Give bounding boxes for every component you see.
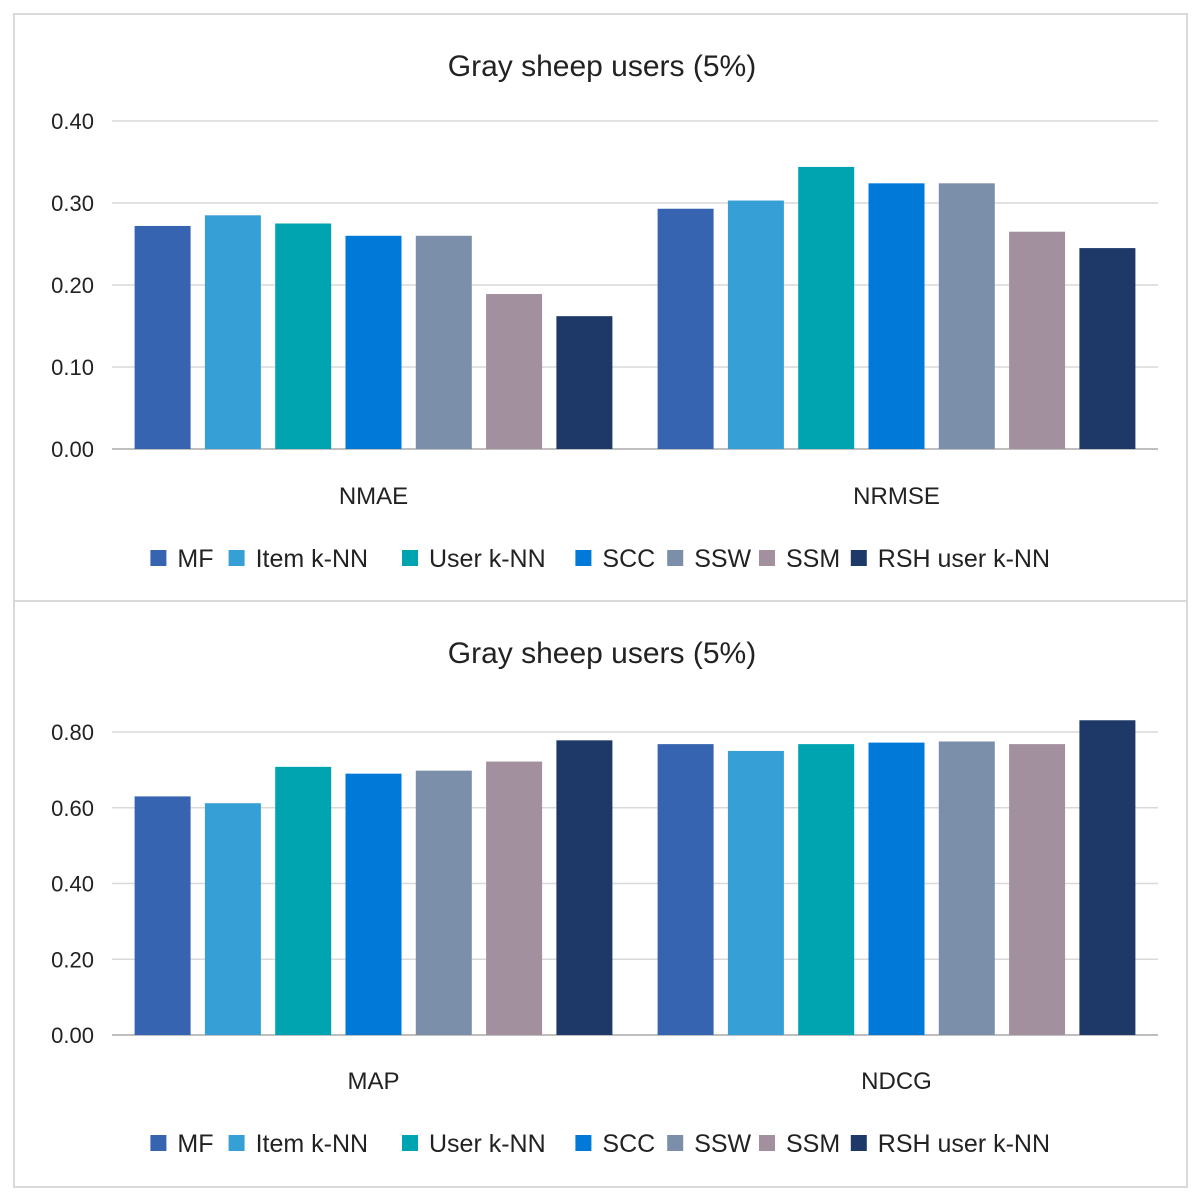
chart-bottom: Gray sheep users (5%) 0.00 0.20 0.40 0.60 0.… <box>51 637 1158 1158</box>
legend-swatch <box>575 1135 592 1151</box>
chart-panel-bottom: Gray sheep users (5%) 0.00 0.20 0.40 0.60 0.… <box>13 600 1188 1188</box>
x-category-label: NMAE <box>339 483 408 510</box>
legend-label: SCC <box>602 545 655 573</box>
bar-scc-nmae <box>345 235 402 449</box>
chart-top: Gray sheep users (5%) 0.00 0.10 0.20 0.30 0.… <box>51 50 1158 573</box>
bar-mf-nmae <box>134 225 191 449</box>
legend-label: Item k-NN <box>256 1130 369 1158</box>
bar-ssm-nrmse <box>1009 231 1066 449</box>
chart-panel-top: Gray sheep users (5%) 0.00 0.10 0.20 0.30 0.… <box>13 13 1188 604</box>
bar-rsh-user-k-nn-nrmse <box>1079 248 1136 449</box>
x-category-label: MAP <box>347 1068 399 1095</box>
bar-scc-ndcg <box>868 742 925 1035</box>
bar-user-k-nn-nmae <box>275 223 332 449</box>
legend-label: SSW <box>694 1130 751 1158</box>
bar-item-k-nn-nmae <box>204 215 261 449</box>
legend-label: SSM <box>786 1130 840 1158</box>
legend-swatch <box>575 550 592 566</box>
bar-ssw-map <box>415 770 472 1035</box>
bar-scc-map <box>345 773 402 1035</box>
legend-label: SSW <box>694 545 751 573</box>
x-category-label: NDCG <box>861 1068 932 1095</box>
legend-label: User k-NN <box>429 545 546 573</box>
y-tick-label: 0.00 <box>51 437 94 462</box>
legend-swatch <box>228 550 245 566</box>
bar-item-k-nn-ndcg <box>727 750 784 1035</box>
y-tick-label: 0.40 <box>51 872 94 897</box>
bar-mf-map <box>134 796 191 1035</box>
legend-label: MF <box>177 545 213 573</box>
legend-swatch <box>759 550 775 566</box>
bar-ssw-nrmse <box>938 183 995 449</box>
legend-swatch <box>850 1135 867 1151</box>
y-tick-label: 0.00 <box>51 1023 94 1048</box>
bar-ssm-map <box>486 761 543 1035</box>
bar-ssm-ndcg <box>1009 744 1066 1035</box>
legend-swatch <box>150 550 167 566</box>
bar-rsh-user-k-nn-map <box>556 740 613 1035</box>
chart-title: Gray sheep users (5%) <box>448 50 756 83</box>
bar-rsh-user-k-nn-ndcg <box>1079 720 1136 1035</box>
bar-ssw-ndcg <box>938 741 995 1035</box>
legend-label: RSH user k-NN <box>878 1130 1050 1158</box>
bar-rsh-user-k-nn-nmae <box>556 316 613 449</box>
legend-swatch <box>228 1135 245 1151</box>
legend-swatch <box>402 1135 418 1151</box>
y-tick-label: 0.20 <box>51 273 94 298</box>
legend-label: SCC <box>602 1130 655 1158</box>
y-tick-label: 0.30 <box>51 191 94 216</box>
chart-title: Gray sheep users (5%) <box>448 637 756 670</box>
y-tick-label: 0.60 <box>51 796 94 821</box>
x-category-label: NRMSE <box>853 483 940 510</box>
legend-label: SSM <box>786 545 840 573</box>
bar-user-k-nn-ndcg <box>798 744 855 1035</box>
legend-swatch <box>667 1135 684 1151</box>
bar-user-k-nn-nrmse <box>798 166 855 450</box>
legend-swatch <box>402 550 418 566</box>
legend-label: Item k-NN <box>256 545 369 573</box>
legend-swatch <box>759 1135 775 1151</box>
legend-swatch <box>850 550 867 566</box>
bar-user-k-nn-map <box>275 766 332 1035</box>
legend-swatch <box>667 550 684 566</box>
bar-ssw-nmae <box>415 235 472 449</box>
legend-swatch <box>150 1135 167 1151</box>
y-tick-label: 0.20 <box>51 947 94 972</box>
bar-item-k-nn-map <box>204 803 261 1035</box>
bar-mf-nrmse <box>657 208 714 449</box>
y-tick-label: 0.40 <box>51 109 94 134</box>
legend-label: User k-NN <box>429 1130 546 1158</box>
bar-item-k-nn-nrmse <box>727 200 784 449</box>
bar-mf-ndcg <box>657 744 714 1035</box>
y-tick-label: 0.80 <box>51 720 94 745</box>
y-tick-label: 0.10 <box>51 355 94 380</box>
legend-label: RSH user k-NN <box>878 545 1050 573</box>
bar-ssm-nmae <box>486 294 543 449</box>
legend-label: MF <box>177 1130 213 1158</box>
bar-scc-nrmse <box>868 183 925 449</box>
